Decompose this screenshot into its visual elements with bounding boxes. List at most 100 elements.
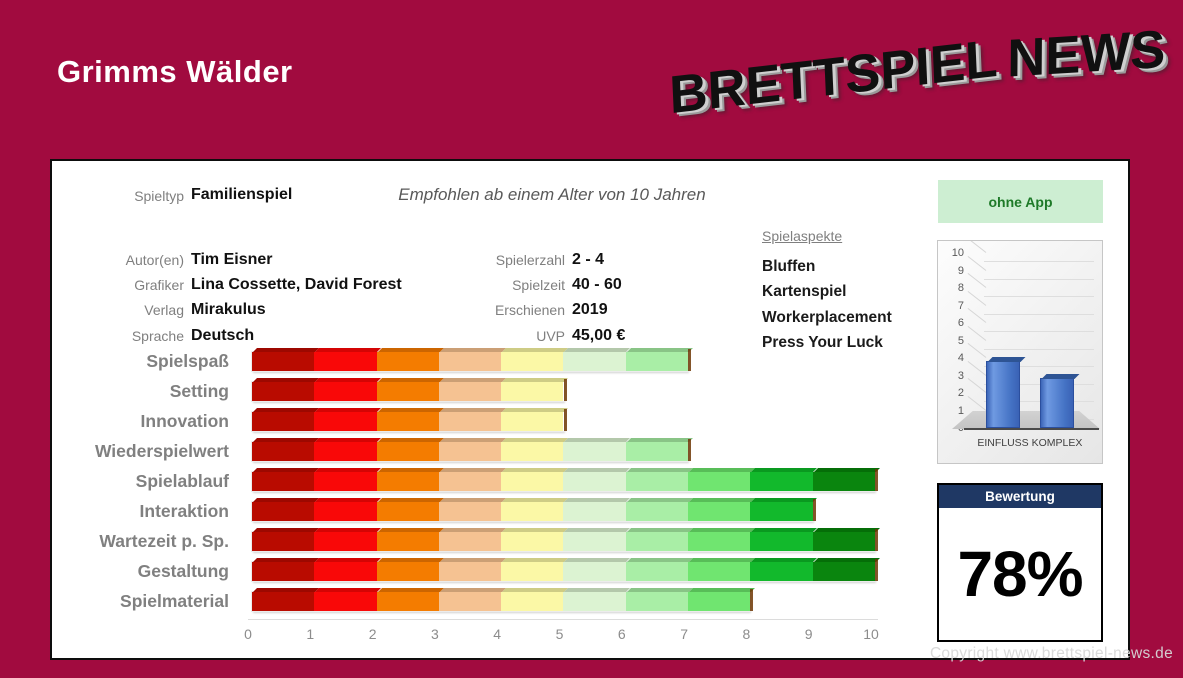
x-tick-label: 9 [804, 626, 813, 642]
info-label: UVP [536, 327, 565, 344]
bar-end-cap [812, 499, 816, 521]
aspects-list: Bluffen Kartenspiel Workerplacement Press Y… [762, 258, 937, 360]
bar-segment-top [377, 348, 444, 352]
bar-segment [501, 528, 569, 551]
rating-label: Setting [169, 381, 229, 401]
bar-segment-top [315, 378, 382, 382]
bar-segment-top [813, 528, 880, 532]
bar-segment-top [315, 468, 382, 472]
rating-row: Wartezeit p. Sp. [52, 526, 952, 556]
info-row: Sprache Deutsch [52, 323, 572, 348]
bar-segment-top [253, 498, 320, 502]
bar-segment-top [377, 408, 444, 412]
y-tick-label: 9 [957, 264, 964, 277]
bar-segment [438, 558, 507, 581]
bar-segment [314, 348, 382, 371]
bar-segment-top [751, 498, 818, 502]
bar-end-cap [750, 589, 754, 611]
bar-segment-top [377, 468, 444, 472]
spieltyp-value: Familienspiel [191, 186, 293, 203]
aspects-block: Spielaspekte Bluffen Kartenspiel Workerpla… [762, 228, 937, 360]
category-ratings-chart: Spielspaß Setting Innovation Wiederspielwer… [52, 346, 952, 656]
bar-segment-top [439, 408, 507, 412]
page-title: Grimms Wälder [57, 54, 293, 89]
bar-segment [501, 588, 569, 611]
review-card: Spieltyp Familienspiel Empfohlen ab eine… [50, 159, 1130, 660]
bar-segment-top [439, 528, 507, 532]
bar-segment [438, 588, 507, 611]
gridline [984, 331, 1094, 332]
bar-segment-top [689, 468, 756, 472]
column-bar [986, 360, 1020, 428]
rating-bar [252, 498, 818, 521]
bar-segment-top [377, 438, 444, 442]
y-tick-label: 7 [957, 299, 964, 312]
x-tick-label: 8 [742, 626, 751, 642]
bar-end-cap [688, 439, 692, 461]
column-bar [1040, 377, 1074, 428]
bar-segment-top [315, 558, 382, 562]
rating-label: Spielspaß [146, 351, 229, 371]
y-tick-label: 1 [957, 404, 964, 417]
gridline [984, 383, 1094, 385]
bar-segment [376, 558, 444, 581]
info-row: Verlag Mirakulus [52, 298, 572, 323]
bar-end-cap [875, 559, 878, 581]
gridline [984, 278, 1094, 280]
info-label: Spielzeit [512, 277, 565, 294]
bar-segment [563, 498, 631, 521]
info-label: Verlag [144, 302, 184, 319]
info-value: 2 - 4 [572, 250, 605, 268]
info-value: Deutsch [191, 326, 255, 344]
aspects-header: Spielaspekte [762, 228, 843, 244]
y-tick-label: 8 [957, 282, 964, 294]
bar-segment [376, 588, 444, 611]
bar-segment [252, 408, 320, 431]
bar-segment [252, 348, 320, 371]
bar-segment [314, 408, 382, 431]
rating-label: Spielmaterial [120, 591, 229, 611]
x-tick-label: 7 [680, 626, 688, 642]
bar-segment [812, 558, 880, 581]
x-category-label: EINFLUSS [977, 437, 1029, 449]
bar-segment [314, 498, 382, 521]
x-category-label: KOMPLEX [1031, 437, 1083, 449]
bar-segment-top [626, 588, 694, 592]
bar-segment-top [564, 588, 631, 592]
bar-segment [625, 588, 694, 611]
gridline [984, 261, 1094, 262]
bar-segment-top [439, 558, 507, 562]
bar-segment-top [751, 468, 818, 472]
bar-segment [252, 438, 320, 461]
rating-percentage: 78% [957, 538, 1083, 610]
x-tick-label: 0 [244, 626, 252, 642]
bar-segment-top [315, 588, 382, 592]
bar-segment-top [253, 438, 320, 442]
rating-row: Spielablauf [52, 466, 952, 496]
bar-segment-top [253, 378, 320, 382]
bar-segment [438, 348, 507, 371]
x-tick-label: 5 [555, 626, 564, 642]
bar-segment-top [315, 408, 382, 412]
bar-segment [376, 408, 444, 431]
bar-segment [625, 498, 694, 521]
info-left-column: Autor(en) Tim Eisner Grafiker Lina Cossette… [52, 247, 572, 349]
bar-segment-top [253, 468, 320, 472]
bar-segment [501, 558, 569, 581]
bar-segment [501, 468, 569, 491]
ratings-axis-line [248, 619, 878, 620]
bar-segment-top [377, 378, 444, 382]
bar-segment-top [564, 468, 631, 472]
bar-segment-top [439, 498, 507, 502]
einfluss-komplex-chart: 109876543210EINFLUSSKOMPLEX [937, 240, 1103, 464]
age-recommendation: Empfohlen ab einem Alter von 10 Jahren [398, 185, 706, 204]
rating-label: Spielablauf [135, 471, 229, 491]
info-row: Autor(en) Tim Eisner [52, 247, 572, 272]
bar-segment-top [502, 588, 569, 592]
y-tick-label: 2 [957, 387, 964, 399]
bar-segment [314, 468, 382, 491]
rating-label: Innovation [140, 411, 229, 431]
y-tick-label: 5 [957, 334, 964, 347]
rating-bar [252, 348, 694, 371]
x-tick-label: 3 [430, 626, 439, 642]
